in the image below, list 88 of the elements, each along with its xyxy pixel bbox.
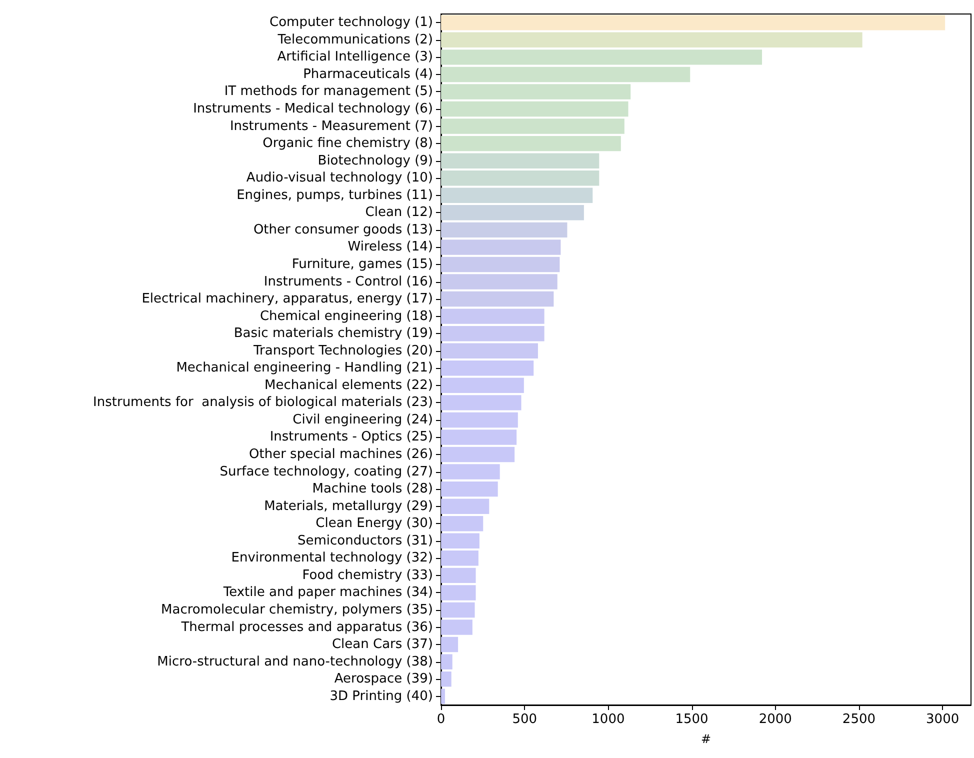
y-tick-label: Basic materials chemistry (19) [234,326,433,342]
y-tick-label: Instruments - Optics (25) [270,430,433,445]
x-tick-label: 0 [436,712,446,727]
bar [441,136,621,152]
y-tick-label: Pharmaceuticals (4) [303,66,433,82]
x-tick-label: 2500 [842,712,876,727]
y-tick-label: Food chemistry (33) [302,568,433,583]
x-tick-label: 1000 [592,712,625,727]
bar [441,222,568,238]
bar [441,84,631,100]
bar [441,101,628,117]
bar [441,188,593,203]
y-tick-label: Computer technology (1) [270,15,433,30]
bar [441,66,690,82]
bar [441,118,624,134]
y-tick-label: Clean (12) [365,205,433,220]
y-tick-label: Clean Energy (30) [316,516,433,532]
bar [441,395,522,410]
y-tick-label: Wireless (14) [348,240,433,255]
bar [441,240,561,255]
y-tick-label: Instruments - Medical technology (6) [193,102,433,117]
y-tick-label: Transport Technologies (20) [252,343,433,358]
y-tick-label: Mechanical engineering - Handling (21) [176,360,433,376]
bar [441,170,600,186]
bar [441,50,762,65]
y-tick-label: Artificial Intelligence (3) [277,50,433,65]
y-tick-label: Macromolecular chemistry, polymers (35) [161,602,433,618]
y-tick-label: Semiconductors (31) [298,533,433,548]
bar [441,412,518,428]
bar [441,464,500,480]
bar [441,654,452,670]
bar [441,688,446,704]
bar [441,533,480,548]
x-axis-title: # [700,732,712,746]
y-tick-label: Clean Cars (37) [332,637,433,652]
y-tick-label: Civil engineering (24) [292,412,433,428]
x-tick-label: 2000 [758,712,792,727]
y-tick-label: Biotechnology (9) [318,153,433,168]
bar [441,636,458,652]
bar [441,291,554,307]
bar [441,516,484,532]
bar [441,378,524,394]
bar [441,481,498,497]
y-tick-label: Electrical machinery, apparatus, energy (17) [142,292,433,307]
y-tick-label: Engines, pumps, turbines (11) [236,188,433,203]
y-tick-label: Organic fine chemistry (8) [262,136,433,152]
y-tick-label: 3D Printing (40) [330,688,433,704]
bar [441,550,478,566]
x-tick-label: 1500 [675,712,708,727]
y-tick-label: Furniture, games (15) [292,256,433,272]
y-tick-label: Instruments - Control (16) [264,274,433,290]
y-tick-label: Machine tools (28) [312,482,433,497]
bar [441,15,946,30]
bar [441,585,476,600]
y-tick-label: Surface technology, coating (27) [220,464,433,480]
y-tick-label: Thermal processes and apparatus (36) [180,620,433,635]
y-tick-label: Telecommunications (2) [276,32,433,48]
y-tick-label: Instruments - Measurement (7) [230,118,433,134]
bar [441,498,490,514]
bar [441,343,538,358]
y-tick-label: IT methods for management (5) [224,84,433,100]
bar [441,671,452,687]
bar [441,308,544,324]
bar [441,205,584,220]
y-tick-label: Materials, metallurgy (29) [264,498,433,514]
y-tick-label: Micro-structural and nano-technology (38) [157,654,433,670]
bar [441,32,862,48]
bar [441,274,558,290]
bar [441,153,600,168]
bar [441,360,534,376]
y-tick-label: Other consumer goods (13) [253,222,433,238]
y-tick-label: Textile and paper machines (34) [222,585,433,600]
bar [441,256,560,272]
y-tick-label: Mechanical elements (22) [264,378,433,393]
x-tick-label: 3000 [926,712,960,727]
y-tick-label: Environmental technology (32) [231,550,433,566]
bar [441,446,515,462]
bar [441,326,544,342]
bar [441,620,472,635]
y-tick-label: Aerospace (39) [334,672,433,687]
x-tick-label: 500 [512,712,538,727]
y-tick-label: Audio-visual technology (10) [246,170,433,186]
bar [441,568,476,584]
bar [441,602,475,618]
y-tick-label: Other special machines (26) [249,447,433,462]
y-tick-label: Chemical engineering (18) [260,308,433,324]
bar [441,430,517,445]
y-tick-label: Instruments for analysis of biological materials (23) [93,395,433,410]
